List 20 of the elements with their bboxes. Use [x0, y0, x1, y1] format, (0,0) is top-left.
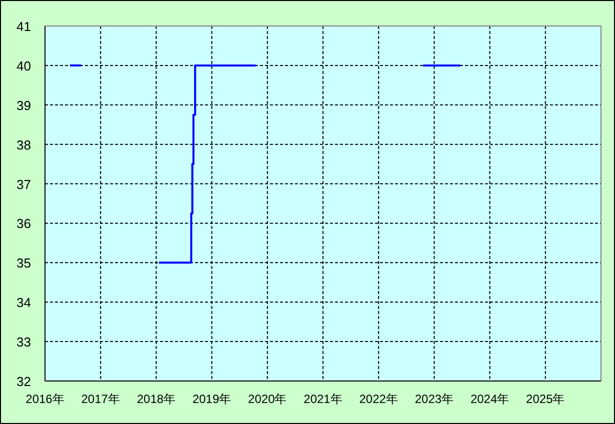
y-tick-label: 36	[16, 216, 31, 232]
y-tick-label: 35	[16, 256, 31, 271]
x-tick-label: 2020年	[248, 392, 287, 406]
x-tick-label: 2019年	[192, 392, 232, 406]
y-tick-label: 33	[16, 334, 31, 350]
y-tick-label: 38	[16, 137, 31, 152]
x-tick-label: 2021年	[304, 392, 342, 406]
y-tick-label: 37	[16, 176, 31, 192]
x-tick-label: 2017年	[81, 392, 120, 406]
y-tick-label: 41	[16, 19, 31, 34]
y-tick-label: 39	[16, 98, 31, 113]
x-tick-label: 2024年	[470, 392, 510, 406]
x-tick-label: 2022年	[359, 392, 398, 406]
x-tick-label: 2023年	[414, 392, 454, 406]
x-tick-label: 2016年	[26, 392, 64, 406]
y-tick-label: 34	[16, 295, 31, 310]
y-tick-label: 40	[16, 58, 31, 74]
x-tick-label: 2018年	[136, 392, 176, 406]
y-tick-label: 32	[16, 374, 31, 389]
x-tick-label: 2025年	[526, 392, 565, 406]
